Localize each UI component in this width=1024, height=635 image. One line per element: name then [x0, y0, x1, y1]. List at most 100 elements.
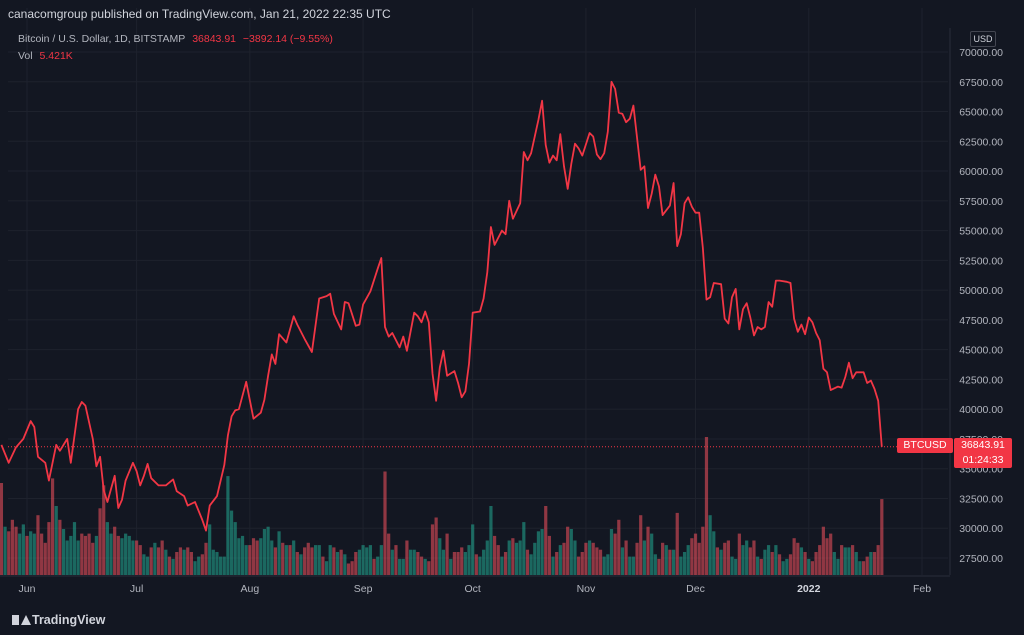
- volume-bar: [365, 547, 369, 575]
- volume-bar: [94, 535, 99, 575]
- tradingview-logo[interactable]: TradingView: [12, 613, 105, 627]
- volume-bar: [511, 538, 515, 575]
- price-tick-label: 40000.00: [959, 404, 1003, 416]
- volume-bar: [759, 558, 763, 575]
- volume-bar: [635, 542, 639, 575]
- volume-bar: [770, 552, 774, 575]
- time-tick-label: Jul: [130, 583, 143, 595]
- volume-bar: [405, 540, 409, 575]
- price-axis[interactable]: 27500.0030000.0032500.0035000.0037500.00…: [949, 28, 1003, 575]
- time-axis[interactable]: Jun Jul Aug Sep Oct Nov Dec 2022 Feb: [0, 575, 950, 595]
- volume-bar: [463, 552, 467, 575]
- price-tick-label: 70000.00: [959, 47, 1003, 59]
- volume-bar: [350, 561, 354, 575]
- volume-bar: [467, 545, 471, 575]
- volume-bar: [83, 535, 88, 575]
- symbol-description: Bitcoin / U.S. Dollar, 1D, BITSTAMP: [18, 33, 186, 45]
- volume-bar: [492, 535, 497, 575]
- volume-bar: [500, 556, 504, 575]
- volume-bar: [277, 531, 281, 575]
- volume-bar: [781, 561, 785, 575]
- volume-bar: [372, 558, 376, 575]
- volume-bar: [529, 554, 533, 575]
- time-tick-label: Feb: [913, 583, 931, 595]
- volume-bar: [569, 529, 573, 575]
- volume-bar: [788, 554, 793, 575]
- volume-bar: [745, 540, 749, 575]
- volume-bar: [134, 540, 139, 575]
- volume-bar: [390, 549, 394, 575]
- volume-bar: [412, 549, 416, 575]
- volume-bar: [335, 552, 340, 575]
- volume-bar: [324, 561, 329, 575]
- volume-bar: [138, 545, 142, 575]
- currency-button[interactable]: USD: [970, 31, 996, 47]
- symbol-legend[interactable]: Bitcoin / U.S. Dollar, 1D, BITSTAMP 3684…: [18, 33, 337, 45]
- volume-bar: [485, 540, 489, 575]
- ticker-price-label: BTCUSD: [897, 438, 953, 453]
- price-chart[interactable]: 27500.0030000.0032500.0035000.0037500.00…: [0, 0, 1024, 600]
- volume-bar: [113, 526, 117, 575]
- published-by-text: canacomgroup published on TradingView.co…: [8, 7, 391, 21]
- volume-bar: [763, 549, 767, 575]
- volume-bar: [613, 533, 617, 575]
- volume-bar: [562, 542, 566, 575]
- volume-bar: [734, 558, 738, 575]
- volume-bar: [394, 545, 398, 575]
- volume-bar: [777, 554, 782, 575]
- time-tick-label: Aug: [240, 583, 259, 595]
- volume-bar: [244, 545, 248, 575]
- volume-bar: [522, 522, 526, 575]
- volume-bar: [262, 529, 267, 575]
- volume-bar: [200, 554, 204, 575]
- volume-bar: [266, 526, 270, 575]
- volume-bar: [321, 556, 325, 575]
- volume-bar: [47, 522, 51, 575]
- volume-bar: [423, 558, 427, 575]
- volume-bar: [0, 483, 4, 575]
- volume-bar: [240, 535, 245, 575]
- volume-bar: [416, 552, 420, 575]
- volume-bar: [215, 552, 219, 575]
- volume-bar: [814, 552, 818, 575]
- price-tick-label: 60000.00: [959, 166, 1003, 178]
- volume-bar: [478, 556, 482, 575]
- volume-bar: [120, 538, 124, 575]
- volume-bar: [65, 540, 69, 575]
- volume-bar: [383, 471, 387, 575]
- volume-bar: [156, 547, 161, 575]
- volume-bar: [507, 540, 511, 575]
- price-tick-label: 45000.00: [959, 345, 1003, 357]
- volume-bar: [661, 542, 665, 575]
- price-tick-label: 55000.00: [959, 226, 1003, 238]
- volume-bar: [799, 547, 804, 575]
- volume-bar: [313, 545, 318, 575]
- volume-bar: [843, 547, 847, 575]
- volume-bar: [398, 558, 402, 575]
- volume-bar: [872, 552, 877, 575]
- volume-bar: [807, 558, 811, 575]
- volume-bar: [193, 561, 197, 575]
- volume-bar: [518, 540, 522, 575]
- volume-bar: [87, 533, 91, 575]
- volume-bar: [774, 545, 778, 575]
- tradingview-logo-icon: [12, 615, 31, 625]
- volume-bar: [679, 556, 683, 575]
- volume-bar: [631, 556, 636, 575]
- volume-bar: [160, 540, 164, 575]
- volume-bar: [175, 552, 179, 575]
- volume-bar: [471, 524, 475, 575]
- last-price-tag: 36843.91 01:24:33: [954, 438, 1012, 468]
- volume-bar: [708, 515, 712, 575]
- volume-bar: [408, 549, 413, 575]
- volume-bar: [211, 549, 215, 575]
- volume-bar: [208, 524, 212, 575]
- price-tick-label: 32500.00: [959, 493, 1003, 505]
- volume-bar: [726, 540, 730, 575]
- volume-bar: [295, 552, 299, 575]
- volume-bar: [653, 554, 657, 575]
- volume-bar: [332, 547, 336, 575]
- volume-bar: [248, 545, 252, 575]
- volume-legend[interactable]: Vol 5.421K: [18, 50, 77, 62]
- volume-bar: [474, 554, 478, 575]
